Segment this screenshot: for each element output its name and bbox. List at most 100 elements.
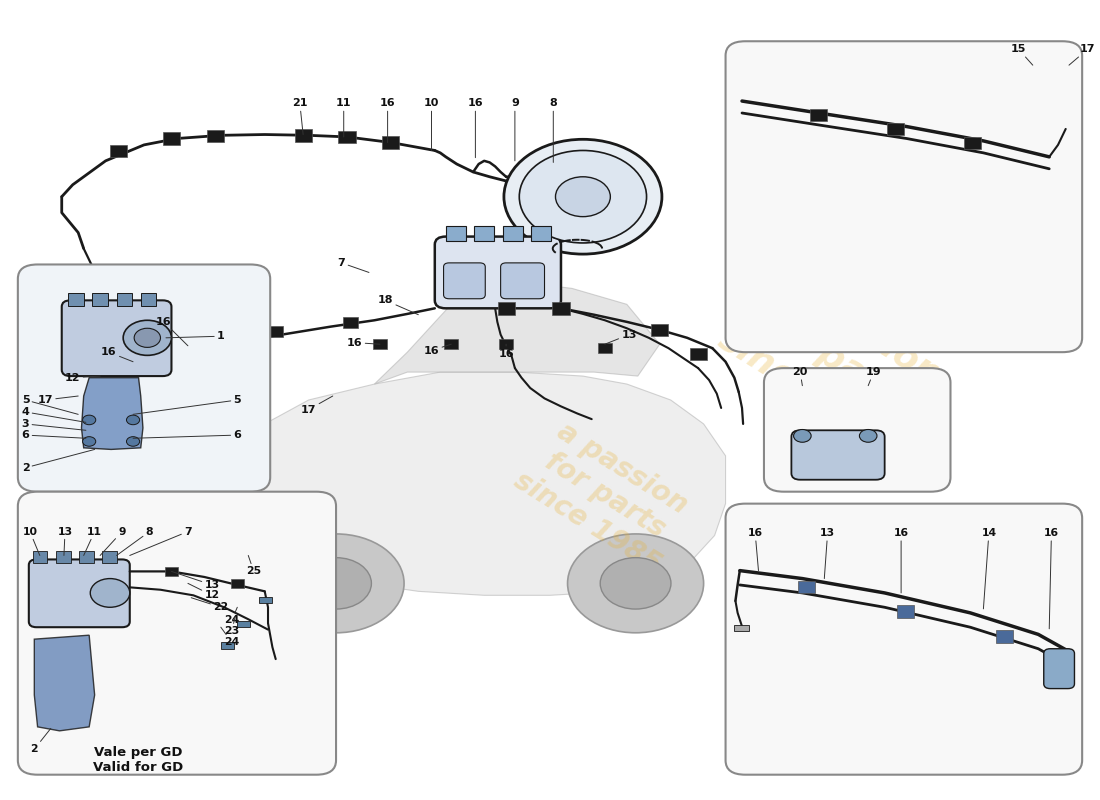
Text: 17: 17 [37,395,78,405]
Bar [102,551,117,563]
Text: 17: 17 [301,396,332,414]
Bar [343,318,358,328]
Text: 16: 16 [101,347,133,362]
Polygon shape [221,372,726,595]
Text: 16: 16 [379,98,395,142]
Circle shape [300,558,372,609]
Text: 16: 16 [498,344,514,358]
Text: 16: 16 [346,338,380,347]
Bar [503,226,522,241]
Bar [117,293,132,306]
Text: 16: 16 [424,344,451,355]
Circle shape [859,430,877,442]
Text: 13: 13 [172,571,220,590]
Circle shape [123,320,172,355]
Bar [68,293,84,306]
Bar [339,130,355,143]
Text: 12: 12 [65,373,100,382]
Text: 10: 10 [424,98,439,150]
Text: 18: 18 [377,295,418,314]
Bar [964,137,981,149]
Text: 9: 9 [100,526,125,555]
Text: 1: 1 [166,331,224,342]
Bar [183,341,197,351]
Text: a passion
for parts
since 1985: a passion for parts since 1985 [509,412,701,579]
Text: 16: 16 [1044,528,1059,629]
Bar [531,226,551,241]
Text: 2: 2 [31,729,51,754]
FancyBboxPatch shape [500,263,544,298]
Bar [92,293,108,306]
Text: 25: 25 [246,555,262,577]
Bar [207,130,224,142]
FancyBboxPatch shape [726,42,1082,352]
FancyBboxPatch shape [443,263,485,298]
FancyBboxPatch shape [791,430,884,480]
Bar [56,551,70,563]
Circle shape [601,558,671,609]
Bar [811,109,827,122]
Text: 16: 16 [893,528,909,593]
Bar [110,145,128,158]
Bar [690,347,706,360]
Text: 13: 13 [820,528,835,578]
Bar [444,339,459,350]
Circle shape [126,415,140,425]
Bar [651,324,669,336]
Text: 12: 12 [188,583,220,600]
Bar [497,302,515,314]
FancyBboxPatch shape [434,237,561,308]
Text: 2: 2 [22,450,95,473]
Bar [268,326,283,337]
FancyBboxPatch shape [29,559,130,627]
Text: 17: 17 [1069,44,1096,65]
Bar [163,132,180,145]
Circle shape [268,534,404,633]
FancyBboxPatch shape [764,368,950,492]
Bar [735,625,749,631]
Text: 5: 5 [133,395,241,414]
Bar [79,551,94,563]
Text: 11: 11 [336,98,352,137]
Text: 21: 21 [293,98,308,134]
Bar [373,339,387,350]
Text: 16: 16 [468,98,483,158]
Text: 24: 24 [221,627,240,647]
Bar [221,642,234,649]
Bar [94,365,107,374]
Text: 19: 19 [866,367,881,386]
Bar [896,606,914,618]
Text: 15: 15 [1011,44,1033,65]
Text: 16: 16 [748,528,762,570]
Bar [383,136,399,149]
Text: 7: 7 [338,258,368,273]
Bar [997,630,1013,642]
Text: 23: 23 [224,617,240,636]
Bar [165,566,178,576]
Text: 5: 5 [22,395,78,414]
Text: 22: 22 [191,598,229,612]
Text: 24: 24 [224,607,240,625]
Text: a passion
for parts
since 1985: a passion for parts since 1985 [713,254,958,466]
Polygon shape [374,281,660,384]
FancyBboxPatch shape [18,492,336,774]
Bar [238,621,251,627]
Circle shape [82,415,96,425]
Bar [141,293,156,306]
Bar [260,597,273,603]
Bar [499,339,514,350]
Circle shape [90,578,130,607]
Text: Vale per GD
Valid for GD: Vale per GD Valid for GD [94,746,184,774]
Text: 3: 3 [22,419,86,430]
Text: 14: 14 [981,528,997,609]
Bar [597,343,612,354]
FancyBboxPatch shape [1044,649,1075,689]
Bar [798,581,815,594]
Text: 4: 4 [22,407,86,422]
Bar [33,551,47,563]
Text: 16: 16 [156,317,188,346]
Text: 6: 6 [133,430,241,440]
Text: 13: 13 [57,526,73,555]
Bar [186,339,200,350]
Bar [74,406,88,413]
